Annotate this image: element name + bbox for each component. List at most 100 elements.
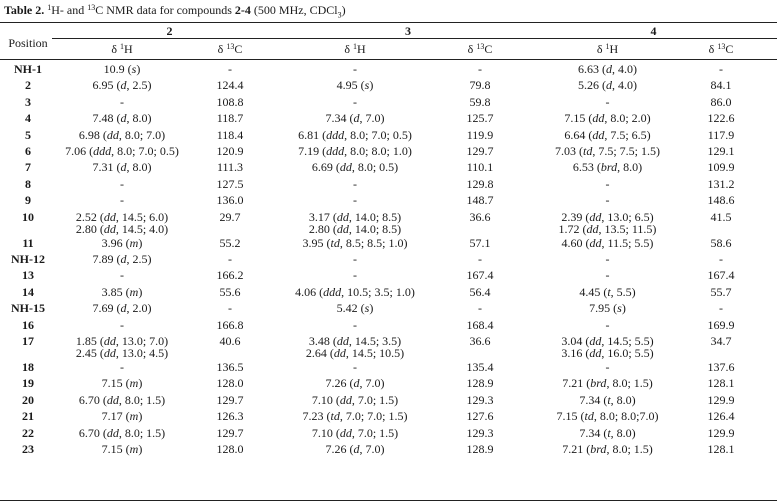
h-shift-cell: - [353, 176, 357, 191]
h-shift-cell: - [120, 176, 124, 191]
position-cell: 10 [22, 209, 34, 224]
c-shift-cell: 135.4 [466, 360, 494, 374]
c-shift-cell: 118.7 [216, 111, 244, 126]
h-shift-cell: - [353, 62, 357, 76]
position-cell: 13 [22, 268, 34, 283]
h-shift-cell: 5.26 (d, 4.0) [578, 78, 637, 93]
h-shift-cell: 6.70 (dd, 8.0; 1.5) [78, 392, 166, 407]
table-row: 8 - 127.5 - 129.8 - 131.2 [0, 177, 777, 193]
caption-compounds: 2-4 [234, 3, 251, 17]
h-shift-cell: 7.23 (td, 7.0; 7.0; 1.5) [302, 409, 408, 424]
table-row: NH-1 10.9 (s) - - - 6.63 (d, 4.0) - [0, 62, 777, 78]
c-shift-cell: 148.7 [466, 193, 494, 208]
h-shift-cell: 4.95 (s) [336, 78, 374, 93]
c-shift-cell: 56.4 [469, 284, 491, 299]
h-shift-cell: 7.15 (m) [101, 376, 143, 391]
h-shift-cell: 7.31 (d, 8.0) [92, 160, 152, 175]
c-shift-cell: 126.3 [216, 409, 244, 424]
position-cell: 23 [22, 442, 34, 456]
c-shift-cell: 129.9 [707, 392, 735, 407]
c-shift-cell: 36.6 [469, 334, 491, 348]
c-shift-cell: 125.7 [466, 111, 494, 126]
position-cell: 19 [22, 376, 34, 391]
h-shift-cell: 6.98 (dd, 8.0; 7.0) [78, 127, 166, 142]
subheader-c2h: δ 1H [111, 42, 133, 56]
c-shift-cell: - [478, 252, 482, 266]
table-row: 6 7.06 (ddd, 8.0; 7.0; 0.5) 120.9 7.19 (ddd… [0, 144, 777, 160]
position-cell: 20 [22, 392, 34, 407]
c-shift-cell: 168.4 [466, 317, 494, 332]
h-shift-cell: 7.06 (ddd, 8.0; 7.0; 0.5) [65, 144, 179, 158]
position-cell: 14 [22, 284, 34, 299]
c-shift-cell: - [478, 62, 482, 76]
caption-sup-13c: 13 [87, 3, 96, 12]
h-shift-cell: 7.21 (brd, 8.0; 1.5) [562, 442, 653, 456]
subheader-c2c: δ 13C [217, 42, 243, 56]
h-shift-cell: 4.60 (dd, 11.5; 5.5) [561, 235, 654, 250]
h-shift-cell: - [605, 94, 610, 109]
h-shift-cell: 1.72 (dd, 13.5; 11.5) [558, 221, 657, 236]
h-shift-cell: - [605, 360, 610, 374]
h-shift-cell: 2.39 (dd, 13.0; 6.5) [561, 209, 654, 224]
h-shift-cell: 7.17 (m) [101, 409, 143, 424]
h-shift-cell: 3.16 (dd, 16.0; 5.5) [561, 346, 654, 360]
h-shift-cell: - [605, 317, 610, 332]
h-shift-cell: 6.63 (d, 4.0) [578, 62, 637, 76]
h-shift-cell: - [353, 193, 357, 208]
position-cell: 17 [22, 334, 34, 348]
c-shift-cell: 127.6 [466, 409, 494, 424]
table-row: 5 6.98 (dd, 8.0; 7.0) 118.4 6.81 (ddd, 8.0;… [0, 128, 777, 144]
c-shift-cell: 129.9 [707, 425, 735, 440]
c-shift-cell: 166.2 [216, 268, 244, 283]
table-row: 10 2.52 (dd, 14.5; 6.0) 2.80 (dd, 14.5; 4.… [0, 210, 777, 236]
position-cell: 2 [25, 78, 31, 93]
c-shift-cell: 167.4 [466, 268, 494, 283]
c-shift-cell: 127.5 [216, 176, 244, 191]
position-cell: 11 [22, 235, 34, 250]
c-shift-cell: 128.1 [707, 376, 735, 391]
c-shift-cell: - [228, 252, 232, 266]
h-shift-cell: 2.80 (dd, 14.5; 4.0) [75, 221, 169, 236]
c-shift-cell: 131.2 [707, 176, 735, 191]
table-row: 7 7.31 (d, 8.0) 111.3 6.69 (dd, 8.0; 0.5) 11… [0, 160, 777, 176]
header-bottom-rule [0, 59, 777, 60]
h-shift-cell: 7.15 (dd, 8.0; 2.0) [564, 111, 651, 126]
position-cell: 18 [22, 360, 34, 374]
h-shift-cell: 7.15 (td, 8.0; 8.0;7.0) [556, 409, 659, 424]
position-cell: NH-1 [14, 62, 42, 76]
h-shift-cell: 7.26 (d, 7.0) [325, 442, 385, 456]
c-shift-cell: - [228, 62, 232, 76]
h-shift-cell: 6.70 (dd, 8.0; 1.5) [78, 425, 166, 440]
position-cell: 8 [25, 176, 31, 191]
h-shift-cell: 6.69 (dd, 8.0; 0.5) [311, 160, 399, 175]
h-shift-cell: 5.42 (s) [336, 301, 374, 316]
compound-header-3: 3 [405, 24, 411, 38]
h-shift-cell: - [120, 193, 124, 208]
c-shift-cell: - [228, 301, 232, 316]
position-cell: NH-15 [11, 301, 45, 316]
h-shift-cell: 3.17 (dd, 14.0; 8.5) [308, 209, 402, 224]
table-row: 2 6.95 (d, 2.5) 124.4 4.95 (s) 79.8 5.26 (d, … [0, 78, 777, 94]
position-header: Position [8, 36, 48, 50]
table-row: 23 7.15 (m) 128.0 7.26 (d, 7.0) 128.9 7.21 (b… [0, 442, 777, 458]
h-shift-cell: - [605, 193, 610, 208]
h-shift-cell: 2.80 (dd, 14.0; 8.5) [308, 221, 402, 236]
c-shift-cell: 117.9 [707, 127, 735, 142]
table-row: 11 3.96 (m) 55.2 3.95 (td, 8.5; 8.5; 1.0) 57… [0, 236, 777, 252]
table-row: 20 6.70 (dd, 8.0; 1.5) 129.7 7.10 (dd, 7.0;… [0, 393, 777, 409]
h-shift-cell: - [353, 94, 357, 109]
table-row: 22 6.70 (dd, 8.0; 1.5) 129.7 7.10 (dd, 7.0;… [0, 426, 777, 442]
h-shift-cell: 2.45 (dd, 13.0; 4.5) [75, 346, 169, 360]
table-row: 14 3.85 (m) 55.6 4.06 (ddd, 10.5; 3.5; 1.0)… [0, 285, 777, 301]
position-cell: 3 [25, 94, 31, 109]
compound-header-2: 2 [166, 24, 173, 38]
c-shift-cell: 122.6 [707, 111, 735, 126]
caption-sub-3: 3 [337, 10, 342, 20]
h-shift-cell: 3.85 (m) [101, 284, 143, 299]
c-shift-cell: 118.4 [216, 127, 244, 142]
subheader-c3c: δ 13C [467, 42, 493, 56]
h-shift-cell: 7.34 (d, 7.0) [325, 111, 385, 126]
c-shift-cell: 55.2 [219, 235, 241, 250]
position-cell: 16 [22, 317, 34, 332]
c-shift-cell: 110.1 [466, 160, 494, 175]
